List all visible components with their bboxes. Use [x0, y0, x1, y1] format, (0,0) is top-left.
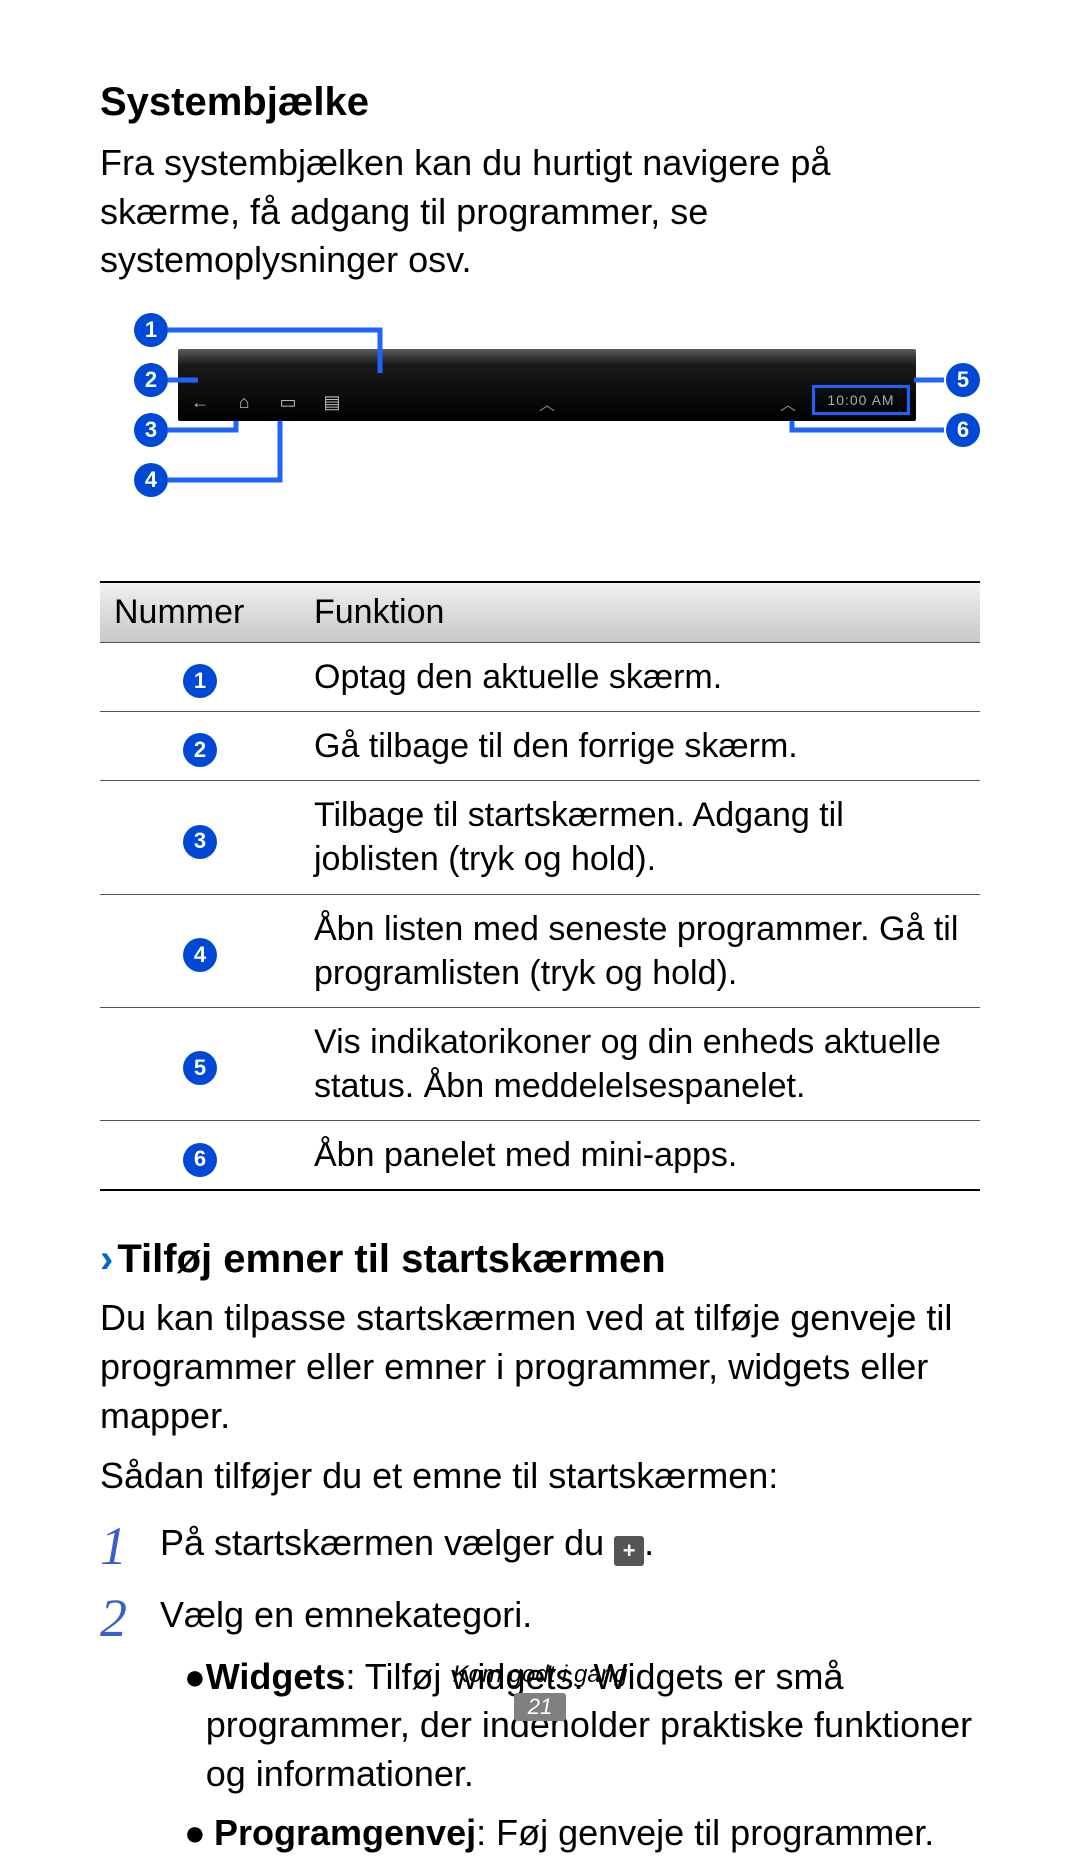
systembar-diagram: ← ⌂ ▭ ▤ ︿ ︿ 10:00 AM 1 2 3 4 5 6 — [100, 313, 980, 553]
row-text: Vis indikatorikoner og din enheds aktuel… — [300, 1007, 980, 1120]
capture-icon: ▤ — [320, 391, 344, 415]
caret-up-icon: ︿ — [539, 391, 555, 415]
back-icon: ← — [188, 391, 212, 415]
table-row: 5 Vis indikatorikoner og din enheds aktu… — [100, 1007, 980, 1120]
row-badge: 4 — [183, 938, 217, 972]
callout-1: 1 — [134, 313, 168, 347]
plus-icon: + — [614, 1536, 644, 1566]
section-title: Systembjælke — [100, 80, 980, 125]
page-footer: Kom godt i gang 21 — [0, 1661, 1080, 1721]
callout-5: 5 — [946, 363, 980, 397]
step-2: 2 Vælg en emnekategori. — [100, 1591, 980, 1645]
caret-up-icon: ︿ — [780, 391, 796, 415]
step1-post: . — [644, 1522, 654, 1563]
footer-chapter: Kom godt i gang — [0, 1661, 1080, 1689]
bullet-item: ● Programgenvej: Føj genveje til program… — [184, 1809, 980, 1857]
row-text: Tilbage til startskærmen. Adgang til job… — [300, 781, 980, 894]
home-icon: ⌂ — [232, 391, 256, 415]
table-row: 1 Optag den aktuelle skærm. — [100, 642, 980, 711]
step-1: 1 På startskærmen vælger du +. — [100, 1519, 980, 1573]
status-clock: 10:00 AM — [812, 385, 910, 415]
callout-2: 2 — [134, 363, 168, 397]
row-text: Åbn panelet med mini-apps. — [300, 1121, 980, 1191]
page-number-badge: 21 — [514, 1693, 566, 1721]
function-table: Nummer Funktion 1 Optag den aktuelle skæ… — [100, 581, 980, 1192]
subsection-heading: › Tilføj emner til startskærmen — [100, 1237, 980, 1282]
section-intro: Fra systembjælken kan du hurtigt naviger… — [100, 139, 980, 285]
table-body: 1 Optag den aktuelle skærm. 2 Gå tilbage… — [100, 642, 980, 1190]
row-badge: 5 — [183, 1051, 217, 1085]
step-text: På startskærmen vælger du +. — [160, 1519, 980, 1573]
callout-6: 6 — [946, 413, 980, 447]
callout-3: 3 — [134, 413, 168, 447]
col-header-number: Nummer — [100, 582, 300, 643]
subsection-title: Tilføj emner til startskærmen — [117, 1237, 665, 1282]
step1-pre: På startskærmen vælger du — [160, 1522, 614, 1563]
callout-4: 4 — [134, 463, 168, 497]
manual-page: Systembjælke Fra systembjælken kan du hu… — [0, 0, 1080, 1771]
bullet-bold: Programgenvej — [214, 1812, 476, 1853]
row-badge: 2 — [183, 733, 217, 767]
bullet-mark-icon: ● — [184, 1809, 214, 1857]
recent-icon: ▭ — [276, 391, 300, 415]
table-header-row: Nummer Funktion — [100, 582, 980, 643]
row-text: Gå tilbage til den forrige skærm. — [300, 711, 980, 780]
row-badge: 1 — [183, 664, 217, 698]
row-text: Optag den aktuelle skærm. — [300, 642, 980, 711]
col-header-function: Funktion — [300, 582, 980, 643]
subsection-para2: Sådan tilføjer du et emne til startskærm… — [100, 1452, 980, 1501]
table-row: 2 Gå tilbage til den forrige skærm. — [100, 711, 980, 780]
subsection-para1: Du kan tilpasse startskærmen ved at tilf… — [100, 1294, 980, 1440]
chevron-icon: › — [100, 1237, 113, 1282]
system-bar: ← ⌂ ▭ ▤ ︿ ︿ 10:00 AM — [178, 349, 916, 421]
step-number: 2 — [100, 1591, 160, 1645]
row-badge: 3 — [183, 825, 217, 859]
table-row: 6 Åbn panelet med mini-apps. — [100, 1121, 980, 1191]
step-number: 1 — [100, 1519, 160, 1573]
row-text: Åbn listen med seneste programmer. Gå ti… — [300, 894, 980, 1007]
bullet-rest: : Føj genveje til programmer. — [476, 1812, 934, 1853]
row-badge: 6 — [183, 1143, 217, 1177]
table-row: 4 Åbn listen med seneste programmer. Gå … — [100, 894, 980, 1007]
step-text: Vælg en emnekategori. — [160, 1591, 980, 1645]
table-row: 3 Tilbage til startskærmen. Adgang til j… — [100, 781, 980, 894]
